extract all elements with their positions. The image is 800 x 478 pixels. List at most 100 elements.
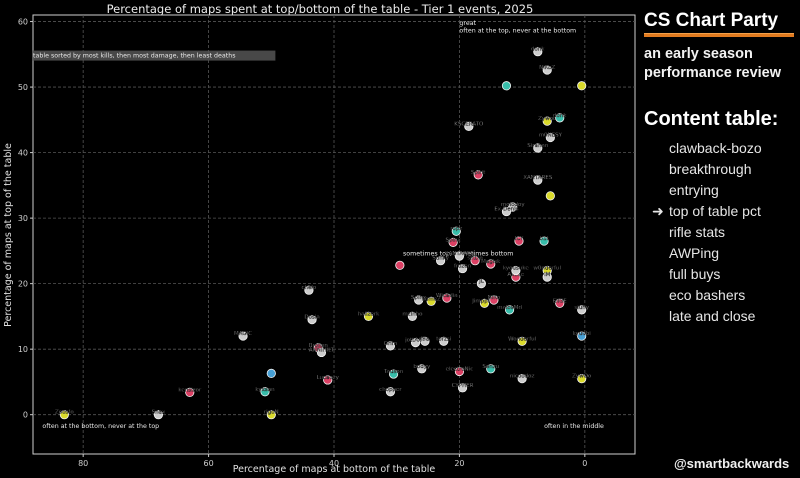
toc-item-label: top of table pct — [669, 203, 761, 219]
toc-item-label: rifle stats — [669, 224, 726, 240]
point-label: jottAAA — [404, 338, 426, 344]
point-label: mzinho — [402, 311, 423, 317]
y-tick-label: 30 — [18, 214, 28, 223]
content-table: clawback-bozo breakthrough entrying ➜ top of… — [652, 138, 762, 327]
data-point — [395, 260, 405, 270]
point-label: chopper — [379, 387, 402, 393]
point-label: flameZ — [422, 296, 442, 302]
data-point — [577, 81, 587, 91]
data-point — [454, 366, 465, 377]
x-tick-label: 60 — [203, 459, 213, 468]
subtitle: an early season performance review — [644, 46, 782, 81]
data-point — [511, 265, 521, 276]
point-label: Tauson — [383, 369, 404, 375]
point-label: Ex-Denis — [494, 207, 518, 213]
sidebar: CS Chart Party an early season performan… — [640, 0, 800, 478]
data-point — [457, 383, 468, 393]
data-point — [59, 410, 69, 420]
data-point — [542, 65, 552, 75]
y-tick-label: 0 — [23, 411, 28, 420]
point-label: Zywoo — [538, 116, 557, 122]
x-tick-label: 20 — [454, 459, 464, 468]
data-point — [577, 374, 587, 384]
point-label: Spinx — [411, 295, 427, 301]
brand-underline — [644, 33, 794, 37]
y-tick-label: 40 — [18, 149, 28, 158]
point-label: hallzerk — [358, 311, 380, 317]
data-point — [407, 311, 417, 322]
data-point — [442, 293, 452, 303]
point-label: Brollan — [309, 343, 329, 349]
point-label: Senzu — [482, 364, 499, 370]
data-point — [385, 341, 396, 351]
scatter-chart: Percentage of maps spent at top/bottom o… — [3, 2, 636, 475]
annotations: table sorted by most kills, then most da… — [32, 20, 604, 430]
toc-item-label: entrying — [669, 182, 719, 198]
arrow-right-icon: ➜ — [652, 203, 664, 219]
toc-item-label: late and close — [669, 308, 756, 324]
data-point — [417, 364, 427, 374]
point-label: molodoy — [501, 202, 525, 208]
chart-title: Percentage of maps spent at top/bottom o… — [107, 2, 534, 16]
point-label: Wonderful — [508, 336, 537, 342]
point-label: Dosia — [304, 315, 319, 321]
point-label: kyousuke — [503, 266, 529, 272]
data-point — [473, 170, 483, 180]
point-label: chelo — [302, 285, 317, 291]
data-point — [410, 338, 421, 348]
author-handle: @smartbackwards — [674, 456, 790, 471]
toc-item[interactable]: late and close — [654, 306, 762, 327]
point-label: Lucaozy — [317, 375, 340, 381]
toc-item[interactable]: clawback-bozo — [654, 138, 762, 159]
data-point — [533, 143, 543, 153]
point-label: iM — [544, 272, 551, 278]
data-point — [316, 347, 327, 358]
data-point — [420, 336, 430, 346]
point-label: Wicadia — [436, 293, 458, 299]
point-label: EliGE — [553, 298, 568, 304]
data-point — [533, 47, 543, 57]
data-point — [514, 236, 524, 246]
data-point — [533, 175, 543, 185]
data-point — [555, 298, 565, 308]
point-label: w0nderful — [533, 266, 561, 272]
data-point — [388, 369, 399, 379]
toc-item[interactable]: AWPing — [654, 243, 762, 264]
data-point — [426, 296, 436, 306]
x-tick-label: 40 — [329, 459, 339, 468]
y-tick-label: 60 — [18, 18, 28, 27]
x-ticks: 80 60 40 20 0 — [78, 454, 587, 468]
toc-item[interactable]: rifle stats — [654, 222, 762, 243]
point-label: m0NESY — [539, 133, 563, 139]
point-label: nicoodoz — [510, 374, 535, 380]
point-label: CYPHER — [452, 383, 474, 389]
toc-item-label: clawback-bozo — [669, 140, 762, 156]
point-label: Zoosfo — [55, 410, 74, 416]
data-point — [539, 236, 549, 246]
toc-item[interactable]: eco bashers — [654, 285, 762, 306]
point-label: KSCERATO — [454, 121, 484, 127]
brand-title: CS Chart Party — [644, 10, 779, 31]
data-point — [464, 121, 474, 131]
data-point — [542, 272, 552, 282]
toc-item[interactable]: breakthrough — [654, 159, 762, 180]
data-point — [470, 256, 480, 266]
toc-item-label: full buys — [669, 266, 721, 282]
annotation-box — [32, 50, 276, 61]
y-tick-label: 50 — [18, 83, 28, 92]
data-point — [307, 315, 317, 325]
data-point — [476, 279, 486, 289]
toc-item[interactable]: full buys — [654, 264, 762, 285]
data-point — [508, 202, 518, 212]
point-label: torzsi — [436, 336, 452, 342]
data-point — [266, 410, 276, 420]
data-points: Zoosfo Snax kensizor MAGiC kyxsan rigoN chelo D… — [55, 47, 592, 420]
point-label: JBa — [420, 336, 430, 342]
toc-item[interactable]: ➜ top of table pct — [652, 201, 762, 222]
data-point — [363, 311, 374, 322]
toc-item[interactable]: entrying — [654, 180, 762, 201]
data-point — [501, 206, 512, 217]
point-label: Sirahan — [527, 143, 549, 149]
point-label: jL — [478, 279, 485, 285]
data-point — [555, 113, 565, 123]
